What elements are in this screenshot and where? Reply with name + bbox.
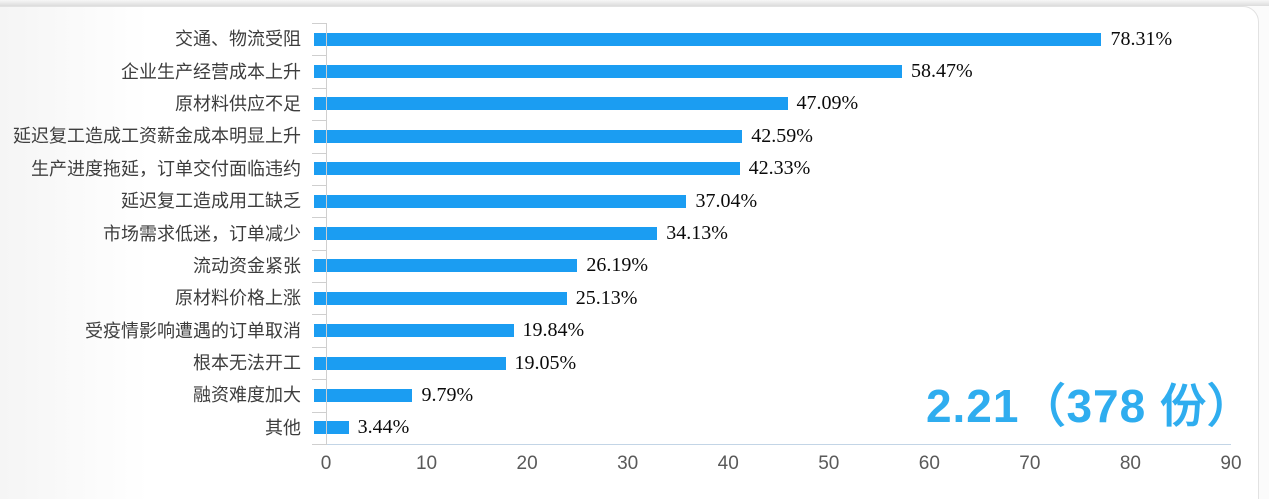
value-label: 3.44% — [357, 416, 410, 439]
bar-row: 延迟复工造成工资薪金成本明显上升 42.59% — [1, 120, 1258, 152]
bar-zone: 25.13% — [314, 282, 1258, 314]
value-label: 19.84% — [522, 319, 585, 342]
bar-row: 市场需求低迷，订单减少 34.13% — [1, 217, 1258, 249]
category-tick — [312, 184, 327, 186]
bar-row: 生产进度拖延，订单交付面临违约 42.33% — [1, 153, 1258, 185]
bar-zone: 19.84% — [314, 315, 1258, 347]
bar — [314, 291, 567, 305]
value-label: 19.05% — [514, 351, 577, 374]
category-label: 企业生产经营成本上升 — [121, 61, 301, 82]
category-tick — [312, 87, 327, 89]
value-label: 34.13% — [666, 222, 728, 245]
x-tick-label: 0 — [320, 453, 332, 474]
x-tick-label: 60 — [918, 453, 940, 474]
category-tick — [312, 314, 327, 316]
value-label: 26.19% — [586, 254, 649, 277]
category-tick — [312, 411, 327, 413]
response-count-annotation: 2.21（378 份） — [925, 380, 1254, 432]
category-label: 其他 — [265, 417, 301, 438]
bar-zone: 47.09% — [314, 88, 1258, 120]
x-tick-label: 20 — [516, 453, 538, 474]
bar-zone: 19.05% — [314, 347, 1258, 379]
value-label: 42.33% — [748, 157, 811, 180]
category-label: 延迟复工造成工资薪金成本明显上升 — [13, 126, 301, 147]
x-tick-label: 10 — [415, 453, 438, 474]
bar — [314, 356, 506, 370]
category-label: 原材料供应不足 — [175, 93, 301, 114]
bar-row: 融资难度加大 9.79% — [1, 379, 1258, 411]
value-label: 47.09% — [796, 92, 859, 115]
bar — [314, 227, 658, 241]
bar-row: 延迟复工造成用工缺乏 37.04% — [1, 185, 1258, 217]
bar — [314, 421, 349, 435]
x-tick-label: 40 — [717, 453, 739, 474]
bar-row: 受疫情影响遭遇的订单取消 19.84% — [1, 315, 1258, 347]
value-label: 25.13% — [575, 286, 638, 309]
category-tick — [312, 120, 327, 122]
bar — [314, 259, 578, 273]
bar-zone: 34.13% — [314, 217, 1258, 249]
bar-zone: 9.79% — [314, 379, 1258, 411]
category-label: 根本无法开工 — [193, 353, 301, 374]
x-tick-label: 50 — [818, 453, 840, 474]
bar-zone: 58.47% — [314, 55, 1258, 87]
bar-row: 交通、物流受阻 78.31% — [1, 23, 1258, 55]
bar — [314, 194, 687, 208]
bar — [314, 97, 788, 111]
bar-zone: 3.44% — [314, 412, 1258, 444]
bar-row: 原材料供应不足 47.09% — [1, 88, 1258, 120]
report-card: 交通、物流受阻 78.31% 企业生产经营成本上升 58.47% 原材料供应不足 47.0… — [0, 6, 1259, 499]
category-tick — [312, 346, 327, 348]
bar-zone: 78.31% — [314, 23, 1258, 55]
value-label: 78.31% — [1110, 27, 1173, 50]
category-label: 原材料价格上涨 — [175, 288, 301, 309]
value-label: 37.04% — [695, 189, 758, 212]
category-tick — [312, 249, 327, 251]
category-label: 受疫情影响遭遇的订单取消 — [85, 320, 301, 341]
x-axis-line — [326, 444, 1231, 445]
bar-row: 原材料价格上涨 25.13% — [1, 282, 1258, 314]
bar-row: 企业生产经营成本上升 58.47% — [1, 55, 1258, 87]
category-label: 生产进度拖延，订单交付面临违约 — [31, 158, 301, 179]
bar — [314, 32, 1102, 46]
bar-row: 流动资金紧张 26.19% — [1, 250, 1258, 282]
category-label: 流动资金紧张 — [193, 255, 301, 276]
category-tick — [312, 379, 327, 381]
category-label: 融资难度加大 — [193, 385, 301, 406]
bar-rows: 交通、物流受阻 78.31% 企业生产经营成本上升 58.47% 原材料供应不足 47.0… — [1, 23, 1258, 444]
bar-row: 其他 3.44% — [1, 412, 1258, 444]
bar-zone: 26.19% — [314, 250, 1258, 282]
x-tick-label: 70 — [1019, 453, 1041, 474]
category-label: 市场需求低迷，订单减少 — [103, 223, 301, 244]
bar — [314, 388, 413, 402]
x-tick-label: 30 — [617, 453, 639, 474]
category-label: 延迟复工造成用工缺乏 — [121, 191, 301, 212]
bar — [314, 324, 514, 338]
category-tick — [312, 217, 327, 219]
bar-zone: 42.33% — [314, 153, 1258, 185]
category-tick — [312, 23, 327, 24]
category-tick — [312, 444, 327, 445]
x-tick-label: 80 — [1119, 453, 1142, 474]
window-top-edge — [0, 0, 1269, 6]
bar-zone: 42.59% — [314, 120, 1258, 152]
value-label: 42.59% — [751, 124, 813, 147]
bar — [314, 65, 902, 79]
value-label: 58.47% — [910, 60, 973, 83]
bar-row: 根本无法开工 19.05% — [1, 347, 1258, 379]
y-axis-line — [326, 23, 327, 445]
bar-zone: 37.04% — [314, 185, 1258, 217]
value-label: 9.79% — [421, 383, 474, 406]
category-tick — [312, 282, 327, 284]
bar — [314, 162, 740, 176]
bar — [314, 129, 743, 143]
category-tick — [312, 55, 327, 57]
horizontal-bar-chart: 交通、物流受阻 78.31% 企业生产经营成本上升 58.47% 原材料供应不足 47.0… — [1, 7, 1258, 499]
category-tick — [312, 152, 327, 154]
x-tick-label: 90 — [1220, 453, 1242, 474]
category-label: 交通、物流受阻 — [175, 29, 301, 50]
